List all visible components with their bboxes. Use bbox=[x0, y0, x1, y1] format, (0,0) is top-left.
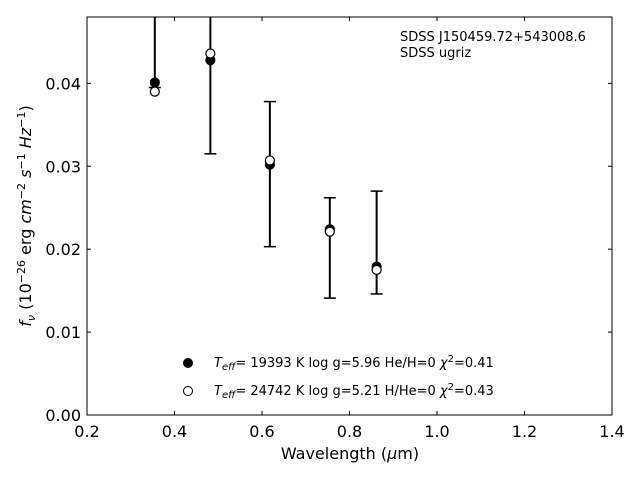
object-annotation: SDSS J150459.72+543008.6 bbox=[400, 30, 586, 45]
x-axis-label: Wavelength (μm) bbox=[281, 444, 419, 463]
x-tick-label: 0.4 bbox=[162, 422, 187, 441]
model-point-open bbox=[371, 264, 382, 275]
legend-marker-filled bbox=[183, 358, 193, 368]
y-tick-label: 0.04 bbox=[45, 74, 81, 93]
legend-marker-open bbox=[183, 386, 193, 396]
x-tick-label: 0.8 bbox=[337, 422, 362, 441]
x-tick-label: 1.4 bbox=[599, 422, 624, 441]
filter-annotation: SDSS ugriz bbox=[400, 46, 471, 61]
model-point-open bbox=[149, 86, 160, 97]
x-tick-label: 0.2 bbox=[74, 422, 99, 441]
y-tick-label: 0.02 bbox=[45, 240, 81, 259]
legend-label-1: Teff= 19393 K log g=5.96 He/H=0 χ2=0.41 bbox=[214, 354, 494, 373]
y-tick-label: 0.01 bbox=[45, 323, 81, 342]
y-tick-label: 0.00 bbox=[45, 406, 81, 425]
x-tick-label: 1.0 bbox=[424, 422, 449, 441]
model-point-open bbox=[264, 155, 275, 166]
y-tick-label: 0.03 bbox=[45, 157, 81, 176]
y-axis-label: fν (10−26 erg cm−2 s−1 Hz−1) bbox=[15, 105, 38, 326]
legend-label-2: Teff= 24742 K log g=5.21 H/He=0 χ2=0.43 bbox=[214, 382, 494, 401]
model-point-filled bbox=[149, 77, 160, 88]
model-point-open bbox=[324, 226, 335, 237]
x-tick-label: 1.2 bbox=[512, 422, 537, 441]
x-tick-label: 0.6 bbox=[249, 422, 274, 441]
legend: Teff= 19393 K log g=5.96 He/H=0 χ2=0.41 … bbox=[183, 354, 494, 401]
model-point-open bbox=[205, 48, 216, 59]
